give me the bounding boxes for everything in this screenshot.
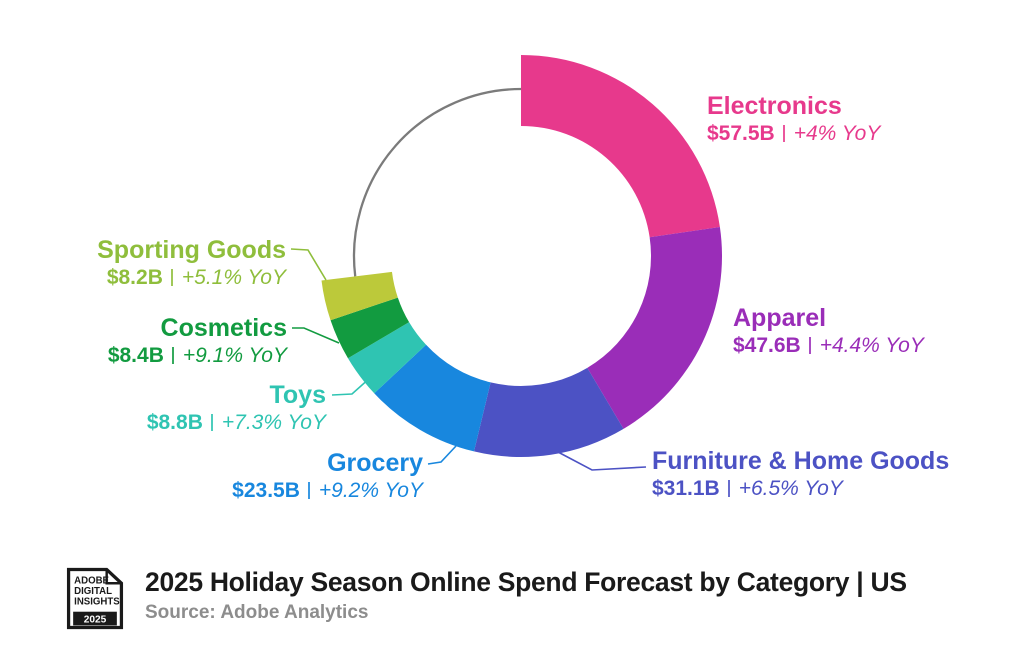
chart-title: 2025 Holiday Season Online Spend Forecas… — [145, 567, 907, 597]
remainder-arc — [352, 87, 522, 277]
category-spend: $57.5B — [707, 122, 775, 145]
category-label-cosmetics: Cosmetics $8.4B +9.1% YoY — [108, 314, 287, 368]
category-yoy: +7.3% YoY — [221, 411, 326, 434]
category-spend: $23.5B — [232, 479, 300, 502]
category-name: Sporting Goods — [97, 236, 286, 264]
logo-year: 2025 — [84, 614, 107, 625]
separator-bar — [727, 480, 730, 497]
category-yoy: +9.1% YoY — [182, 344, 287, 367]
separator-bar — [171, 347, 174, 364]
separator-bar — [307, 482, 310, 499]
donut-segment-furniture-home-goods — [474, 367, 624, 457]
leader-line-toys — [331, 376, 372, 396]
category-values: $8.4B +9.1% YoY — [108, 344, 287, 367]
separator-bar — [170, 269, 173, 286]
category-values: $23.5B +9.2% YoY — [232, 479, 423, 502]
category-spend: $47.6B — [733, 334, 801, 357]
leader-line-cosmetics — [292, 327, 340, 344]
leader-line-grocery — [427, 445, 457, 465]
category-yoy: +6.5% YoY — [738, 477, 843, 500]
footer: ADOBE DIGITAL INSIGHTS 2025 2025 Holiday… — [65, 567, 907, 630]
category-name: Apparel — [733, 304, 827, 332]
logo-folded-corner — [105, 569, 122, 585]
category-values: $8.2B +5.1% YoY — [97, 266, 286, 289]
category-values: $8.8B +7.3% YoY — [147, 411, 326, 434]
category-label-grocery: Grocery $23.5B +9.2% YoY — [232, 449, 423, 503]
donut-segment-sporting-goods — [321, 271, 398, 321]
category-label-electronics: Electronics $57.5B +4% YoY — [707, 92, 880, 146]
adobe-digital-insights-logo: ADOBE DIGITAL INSIGHTS 2025 — [66, 567, 124, 630]
chart-source: Source: Adobe Analytics — [145, 601, 369, 623]
donut-segment-grocery — [374, 344, 491, 452]
leader-line-furniture-home-goods — [557, 451, 647, 471]
separator-bar — [210, 414, 213, 431]
category-spend: $31.1B — [652, 477, 720, 500]
category-values: $31.1B +6.5% YoY — [652, 477, 949, 500]
category-spend: $8.2B — [106, 266, 163, 289]
category-yoy: +9.2% YoY — [318, 479, 423, 502]
logo-line-3: INSIGHTS — [74, 597, 120, 608]
category-values: $57.5B +4% YoY — [707, 122, 880, 145]
category-name: Cosmetics — [160, 314, 287, 342]
category-name: Toys — [269, 381, 327, 409]
category-values: $47.6B +4.4% YoY — [733, 334, 924, 357]
category-spend: $8.4B — [107, 344, 164, 367]
separator-bar — [808, 337, 811, 354]
donut-segment-apparel — [587, 226, 722, 429]
donut-segment-cosmetics — [330, 297, 410, 359]
category-spend: $8.8B — [146, 411, 203, 434]
donut-segment-electronics — [521, 55, 720, 238]
category-label-furniture-home-goods: Furniture & Home Goods $31.1B +6.5% YoY — [652, 447, 950, 501]
category-yoy: +4% YoY — [793, 122, 881, 145]
donut-segment-toys — [347, 322, 427, 394]
category-label-sporting-goods: Sporting Goods $8.2B +5.1% YoY — [97, 236, 286, 290]
category-name: Electronics — [707, 92, 842, 120]
category-name: Grocery — [327, 449, 423, 477]
category-yoy: +5.1% YoY — [181, 266, 286, 289]
category-yoy: +4.4% YoY — [819, 334, 924, 357]
category-label-toys: Toys $8.8B +7.3% YoY — [147, 381, 327, 435]
logo-year-bar — [73, 611, 117, 626]
category-name: Furniture & Home Goods — [652, 447, 950, 475]
footer-text: 2025 Holiday Season Online Spend Forecas… — [145, 567, 907, 622]
leader-line-sporting-goods — [290, 248, 327, 281]
category-label-apparel: Apparel $47.6B +4.4% YoY — [733, 304, 924, 358]
logo-line-1: ADOBE — [74, 575, 109, 586]
separator-bar — [782, 125, 785, 142]
logo-line-2: DIGITAL — [74, 586, 112, 597]
